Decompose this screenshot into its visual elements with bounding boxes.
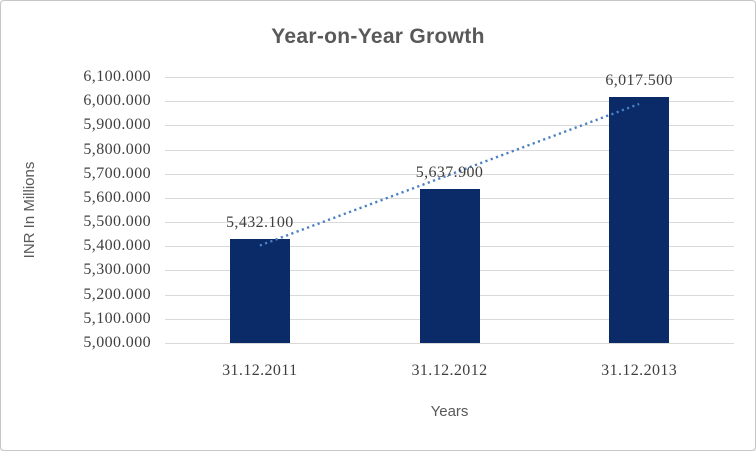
y-axis-title: INR In Millions [21,161,38,259]
chart-title: Year-on-Year Growth [271,25,485,48]
data-label: 6,017.500 [605,71,673,89]
x-axis-tick-labels: 31.12.2011 31.12.2012 31.12.2013 [165,362,734,380]
x-axis-title: Years [430,403,469,420]
plot-area: 5,432.100 5,637.900 6,017.500 [165,72,734,344]
gridline [165,77,734,78]
gridline [165,101,734,103]
data-label: 5,432.100 [226,213,294,231]
gridline [165,149,734,151]
y-tick-label: 6,100.000 [83,68,151,85]
gridline [165,125,734,127]
trendline-segment [259,102,640,247]
x-category-label: 31.12.2012 [411,362,488,379]
bar [419,188,480,343]
data-label: 5,637.900 [415,163,484,181]
y-tick-label: 5,000.000 [83,334,151,351]
x-category-label: 31.12.2011 [222,362,298,379]
bar [229,238,290,343]
gridline [165,343,734,344]
trendline [259,102,640,247]
bar [609,96,670,343]
x-category-label: 31.12.2013 [601,362,678,379]
